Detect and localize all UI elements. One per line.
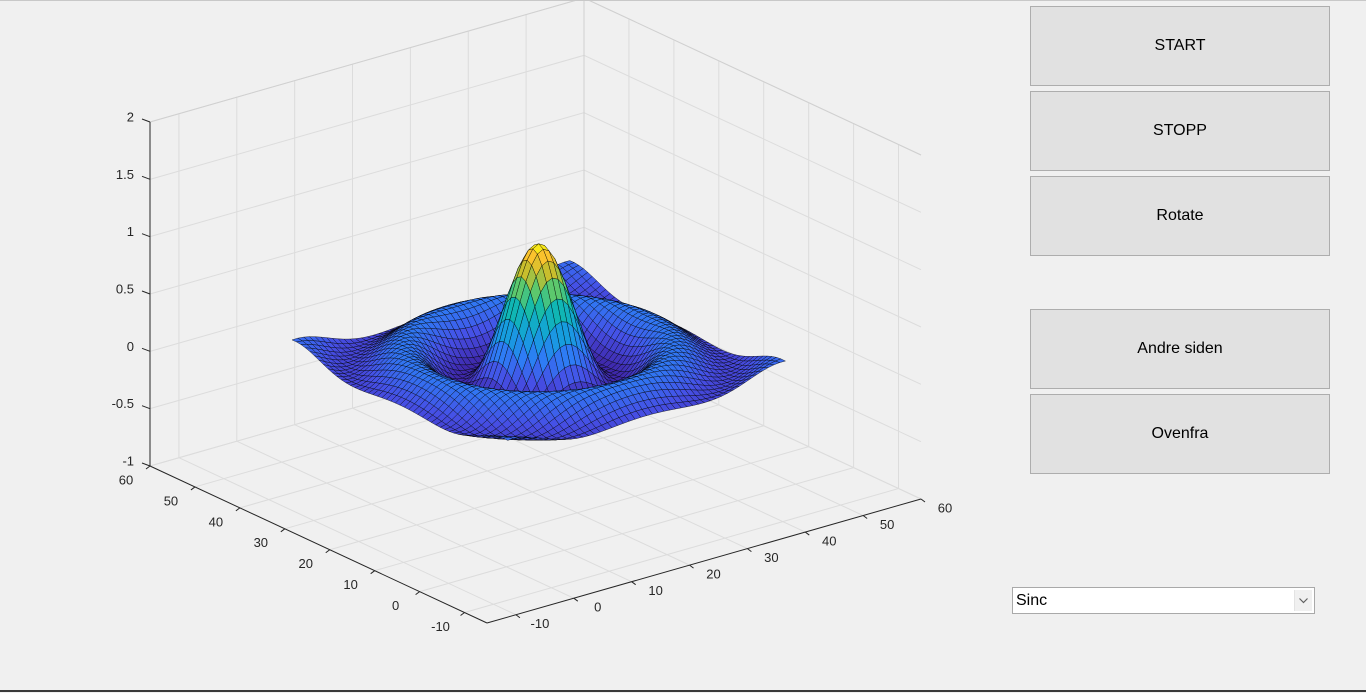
z-tick-mark	[142, 406, 150, 409]
y-tick-mark	[371, 571, 375, 574]
x-tick-mark	[921, 499, 925, 502]
start-button[interactable]: START	[1030, 6, 1330, 86]
wall-gridline-z	[150, 55, 921, 212]
y-tick-mark	[236, 508, 240, 511]
y-tick-mark	[146, 466, 150, 469]
y-tick-label: 40	[209, 514, 223, 529]
z-tick-mark	[142, 463, 150, 466]
surface-plot[interactable]: -10 0 10 20 30 40 50 60 -10 0 10 20 30 40 50 60 -1 -0.5 0 0…	[0, 1, 1000, 693]
floor-gridline-y	[330, 426, 764, 550]
x-tick-label: 50	[880, 517, 894, 532]
z-tick-label: -1	[122, 453, 134, 468]
z-tick-label: 1.5	[116, 167, 134, 182]
x-tick-label: 30	[764, 550, 778, 565]
rotate-button[interactable]: Rotate	[1030, 176, 1330, 256]
chevron-down-icon[interactable]	[1294, 590, 1312, 611]
y-tick-mark	[326, 550, 330, 553]
y-tick-mark	[416, 592, 420, 595]
function-dropdown[interactable]: Sinc	[1012, 587, 1315, 614]
z-tick-mark	[142, 291, 150, 294]
floor-gridline-x	[295, 425, 632, 582]
y-tick-mark	[461, 613, 465, 616]
x-tick-mark	[574, 598, 578, 601]
x-tick-label: 0	[594, 600, 601, 615]
x-tick-label: 40	[822, 534, 836, 549]
function-dropdown-value: Sinc	[1013, 592, 1047, 610]
floor-gridline-y	[375, 447, 809, 571]
y-tick-label: 60	[119, 472, 133, 487]
box-edge	[150, 1, 584, 122]
z-tick-mark	[142, 119, 150, 122]
box-edge	[584, 1, 921, 155]
z-tick-label: 1	[127, 224, 134, 239]
x-tick-mark	[516, 615, 520, 618]
z-tick-mark	[142, 348, 150, 351]
wall-gridline-z	[150, 1, 921, 155]
z-tick-label: 2	[127, 109, 134, 124]
x-tick-mark	[632, 582, 636, 585]
z-tick-label: 0.5	[116, 281, 134, 296]
y-tick-label: -10	[431, 619, 450, 634]
floor-gridline-y	[465, 489, 899, 613]
x-tick-mark	[805, 532, 809, 535]
y-tick-label: 50	[164, 493, 178, 508]
z-tick-label: -0.5	[112, 396, 134, 411]
x-tick-mark	[747, 549, 751, 552]
z-tick-mark	[142, 176, 150, 179]
y-tick-label: 20	[298, 556, 312, 571]
surface-mesh	[292, 244, 785, 441]
y-axis-line	[150, 466, 487, 623]
plot-axes: -10 0 10 20 30 40 50 60 -10 0 10 20 30 40 50 60 -1 -0.5 0 0…	[0, 1, 1000, 693]
y-tick-label: 10	[343, 577, 357, 592]
x-tick-label: 20	[706, 567, 720, 582]
x-axis-line	[487, 499, 921, 623]
x-tick-mark	[863, 516, 867, 519]
stop-button[interactable]: STOPP	[1030, 91, 1330, 171]
x-tick-label: -10	[531, 616, 550, 631]
other-side-button[interactable]: Andre siden	[1030, 309, 1330, 389]
z-tick-mark	[142, 234, 150, 237]
floor-gridline-x	[237, 441, 574, 598]
z-tick-label: 0	[127, 339, 134, 354]
y-tick-label: 30	[254, 535, 268, 550]
y-tick-label: 0	[392, 598, 399, 613]
x-tick-mark	[690, 565, 694, 568]
floor-gridline-y	[420, 468, 854, 592]
y-tick-mark	[191, 487, 195, 490]
x-tick-label: 60	[938, 500, 952, 515]
x-tick-label: 10	[648, 583, 662, 598]
y-tick-mark	[281, 529, 285, 532]
from-above-button[interactable]: Ovenfra	[1030, 394, 1330, 474]
